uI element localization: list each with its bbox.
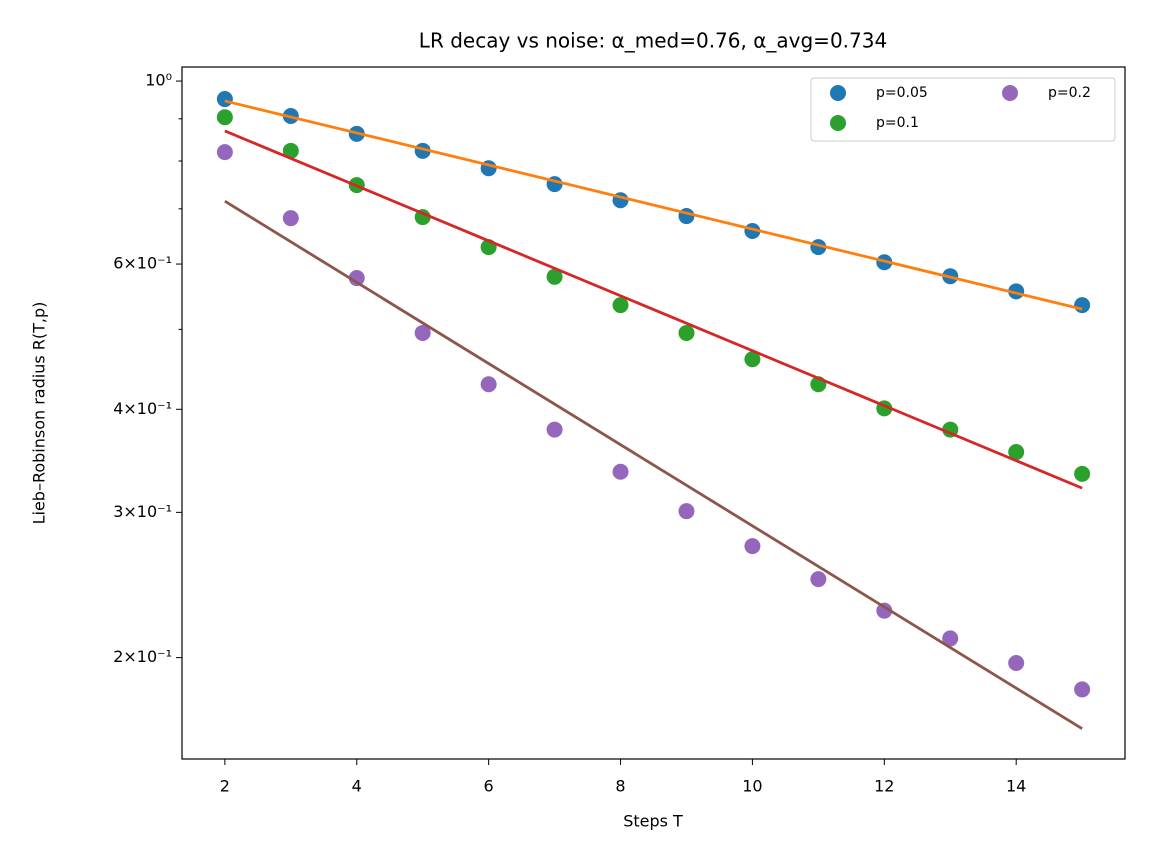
y-axis-label: Lieb–Robinson radius R(T,p): [30, 302, 49, 525]
point: [876, 602, 893, 619]
x-tick-label: 6: [484, 777, 494, 796]
point: [216, 144, 233, 161]
point: [612, 463, 629, 480]
point: [546, 421, 563, 438]
point: [348, 270, 365, 287]
point: [216, 91, 233, 108]
point: [942, 630, 959, 647]
fit-line: [224, 200, 1083, 730]
point: [1008, 444, 1025, 461]
point: [1074, 297, 1091, 314]
point: [282, 210, 299, 227]
point: [612, 297, 629, 314]
point: [1008, 655, 1025, 672]
x-axis-label: Steps T: [623, 812, 683, 831]
y-tick-label: 6×10⁻¹: [113, 254, 172, 273]
legend-label: p=0.05: [876, 85, 928, 101]
x-tick-label: 14: [1006, 777, 1026, 796]
point: [810, 571, 827, 588]
point: [546, 268, 563, 285]
point: [1074, 681, 1091, 698]
y-tick-label: 2×10⁻¹: [113, 647, 172, 666]
point: [744, 351, 761, 368]
x-tick-label: 12: [874, 777, 894, 796]
point: [678, 503, 695, 520]
x-tick-label: 2: [220, 777, 230, 796]
x-tick-label: 4: [352, 777, 362, 796]
fit-line: [224, 129, 1083, 490]
fit-line: [224, 99, 1083, 311]
legend-marker: [1002, 85, 1018, 101]
point: [414, 324, 431, 341]
y-tick-label: 4×10⁻¹: [113, 399, 172, 418]
legend-label: p=0.2: [1048, 85, 1091, 101]
chart-title: LR decay vs noise: α_med=0.76, α_avg=0.7…: [419, 29, 887, 53]
point: [282, 142, 299, 159]
point: [1074, 465, 1091, 482]
x-tick-label: 8: [615, 777, 625, 796]
plot-frame: [181, 66, 1126, 760]
y-tick-label: 3×10⁻¹: [113, 502, 172, 521]
x-tick-label: 10: [742, 777, 762, 796]
legend-box: [810, 77, 1116, 142]
point: [678, 324, 695, 341]
y-tick-label: 10⁰: [145, 71, 172, 90]
point: [744, 538, 761, 555]
point: [216, 109, 233, 126]
legend-label: p=0.1: [876, 115, 919, 131]
point: [480, 376, 497, 393]
legend-marker: [830, 115, 846, 131]
legend-marker: [830, 85, 846, 101]
